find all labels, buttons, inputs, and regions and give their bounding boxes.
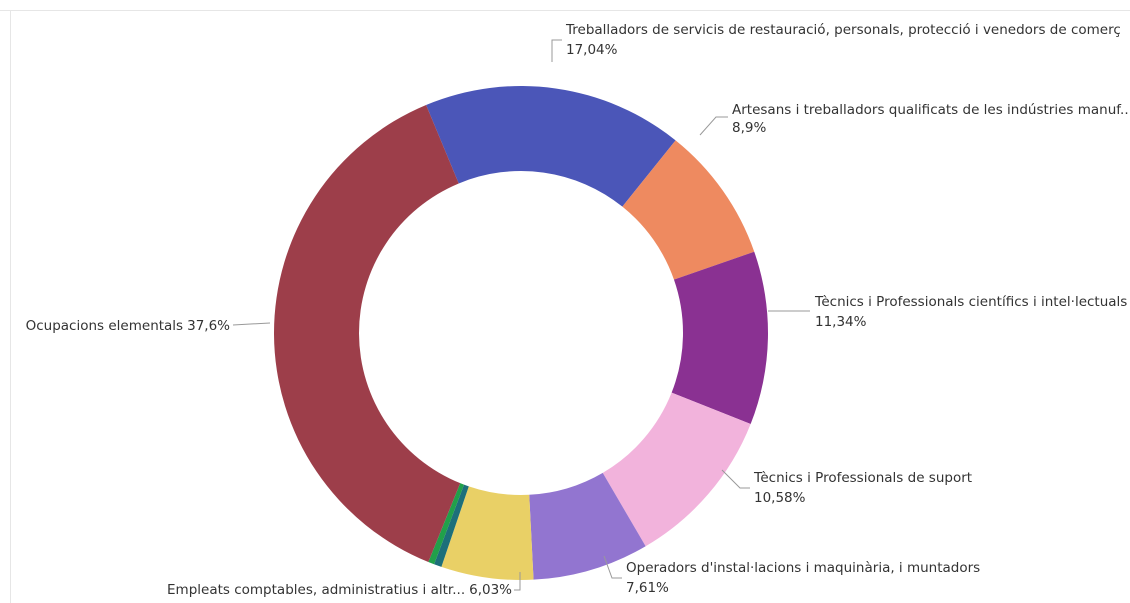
leader-line <box>232 322 271 326</box>
category-label: Operadors d'instal·lacions i maquinària,… <box>626 560 980 576</box>
category-label: Treballadors de servicis de restauració,… <box>565 22 1121 38</box>
slice <box>434 484 469 567</box>
value-label: 11,34% <box>815 314 867 330</box>
slice <box>274 104 461 562</box>
category-label: Tècnics i Professionals de suport <box>753 470 972 486</box>
slice <box>428 483 465 565</box>
value-label: 17,04% <box>566 42 618 58</box>
slice-label: Empleats comptables, administratius i al… <box>167 582 512 598</box>
slice-label: Ocupacions elementals 37,6% <box>26 318 231 334</box>
slice <box>602 392 751 547</box>
category-label: Tècnics i Professionals científics i int… <box>814 294 1127 310</box>
slice <box>441 486 534 580</box>
value-label: 6,03% <box>469 582 512 598</box>
value-label: 7,61% <box>626 580 669 596</box>
slice <box>426 86 676 207</box>
leader-line <box>721 469 750 489</box>
slice <box>671 251 768 424</box>
leader-line <box>551 39 562 62</box>
slice <box>622 140 755 280</box>
value-label: 8,9% <box>732 120 766 136</box>
leader-line <box>699 116 728 136</box>
category-label: Ocupacions elementals <box>26 318 184 334</box>
leader-line <box>603 555 622 579</box>
slice <box>529 472 646 580</box>
value-label: 37,6% <box>187 318 230 334</box>
leader-line <box>514 572 521 591</box>
category-label: Artesans i treballadors qualificats de l… <box>732 102 1130 118</box>
category-label: Empleats comptables, administratius i al… <box>167 582 465 598</box>
value-label: 10,58% <box>754 490 806 506</box>
